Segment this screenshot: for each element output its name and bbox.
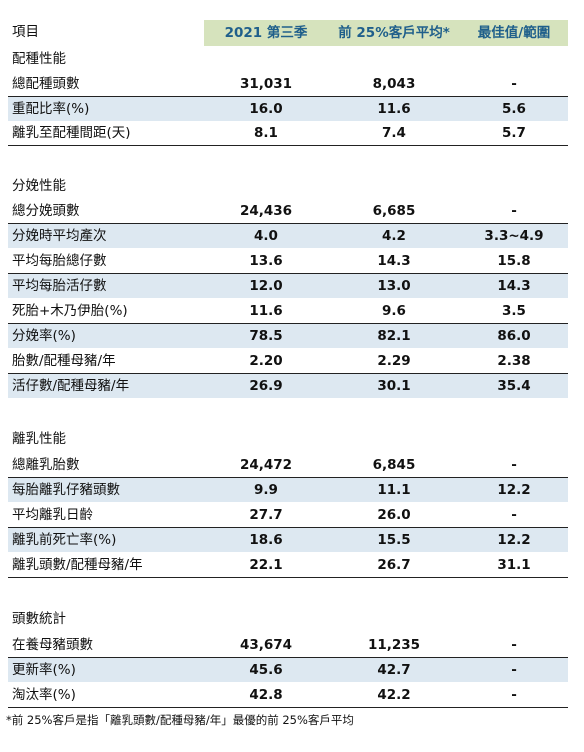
header-top25-average: 前 25%客戶平均*: [328, 20, 460, 46]
table-row: 死胎+木乃伊胎(%) 11.6 9.6 3.5: [8, 299, 568, 324]
section-title-herd-count: 頭數統計: [12, 611, 66, 627]
header-best-range: 最佳值/範圍: [460, 20, 568, 46]
table-row: 每胎離乳仔豬頭數 9.9 11.1 12.2: [8, 478, 568, 502]
table-row: 淘汰率(%) 42.8 42.2 -: [8, 683, 568, 708]
table-row: 活仔數/配種母豬/年 26.9 30.1 35.4: [8, 374, 568, 398]
table-row: 平均每胎活仔數 12.0 13.0 14.3: [8, 274, 568, 298]
table-row: 平均離乳日齡 27.7 26.0 -: [8, 503, 568, 528]
table-row: 平均每胎總仔數 13.6 14.3 15.8: [8, 249, 568, 274]
table-row: 分娩率(%) 78.5 82.1 86.0: [8, 324, 568, 348]
table-row: 離乳至配種間距(天) 8.1 7.4 5.7: [8, 121, 568, 146]
table-row: 在養母豬頭數 43,674 11,235 -: [8, 633, 568, 658]
table-row: 離乳頭數/配種母豬/年 22.1 26.7 31.1: [8, 553, 568, 578]
section-title-weaning: 離乳性能: [12, 431, 66, 447]
table-row: 更新率(%) 45.6 42.7 -: [8, 658, 568, 682]
header-item: 項目: [12, 24, 39, 40]
table-header: 項目 2021 第三季 前 25%客戶平均* 最佳值/範圍: [8, 20, 568, 46]
table-row: 總分娩頭數 24,436 6,685 -: [8, 199, 568, 224]
table-row: 分娩時平均產次 4.0 4.2 3.3~4.9: [8, 224, 568, 248]
section-title-farrowing: 分娩性能: [12, 178, 66, 194]
footnote: *前 25%客戶是指「離乳頭數/配種母豬/年」最優的前 25%客戶平均: [6, 713, 354, 727]
header-2021-q3: 2021 第三季: [204, 20, 328, 46]
section-title-breeding: 配種性能: [12, 51, 66, 67]
table-row: 總離乳胎數 24,472 6,845 -: [8, 453, 568, 478]
table-row: 重配比率(%) 16.0 11.6 5.6: [8, 97, 568, 121]
table-row: 胎數/配種母豬/年 2.20 2.29 2.38: [8, 349, 568, 374]
table-row: 離乳前死亡率(%) 18.6 15.5 12.2: [8, 528, 568, 552]
table-row: 總配種頭數 31,031 8,043 -: [8, 72, 568, 97]
